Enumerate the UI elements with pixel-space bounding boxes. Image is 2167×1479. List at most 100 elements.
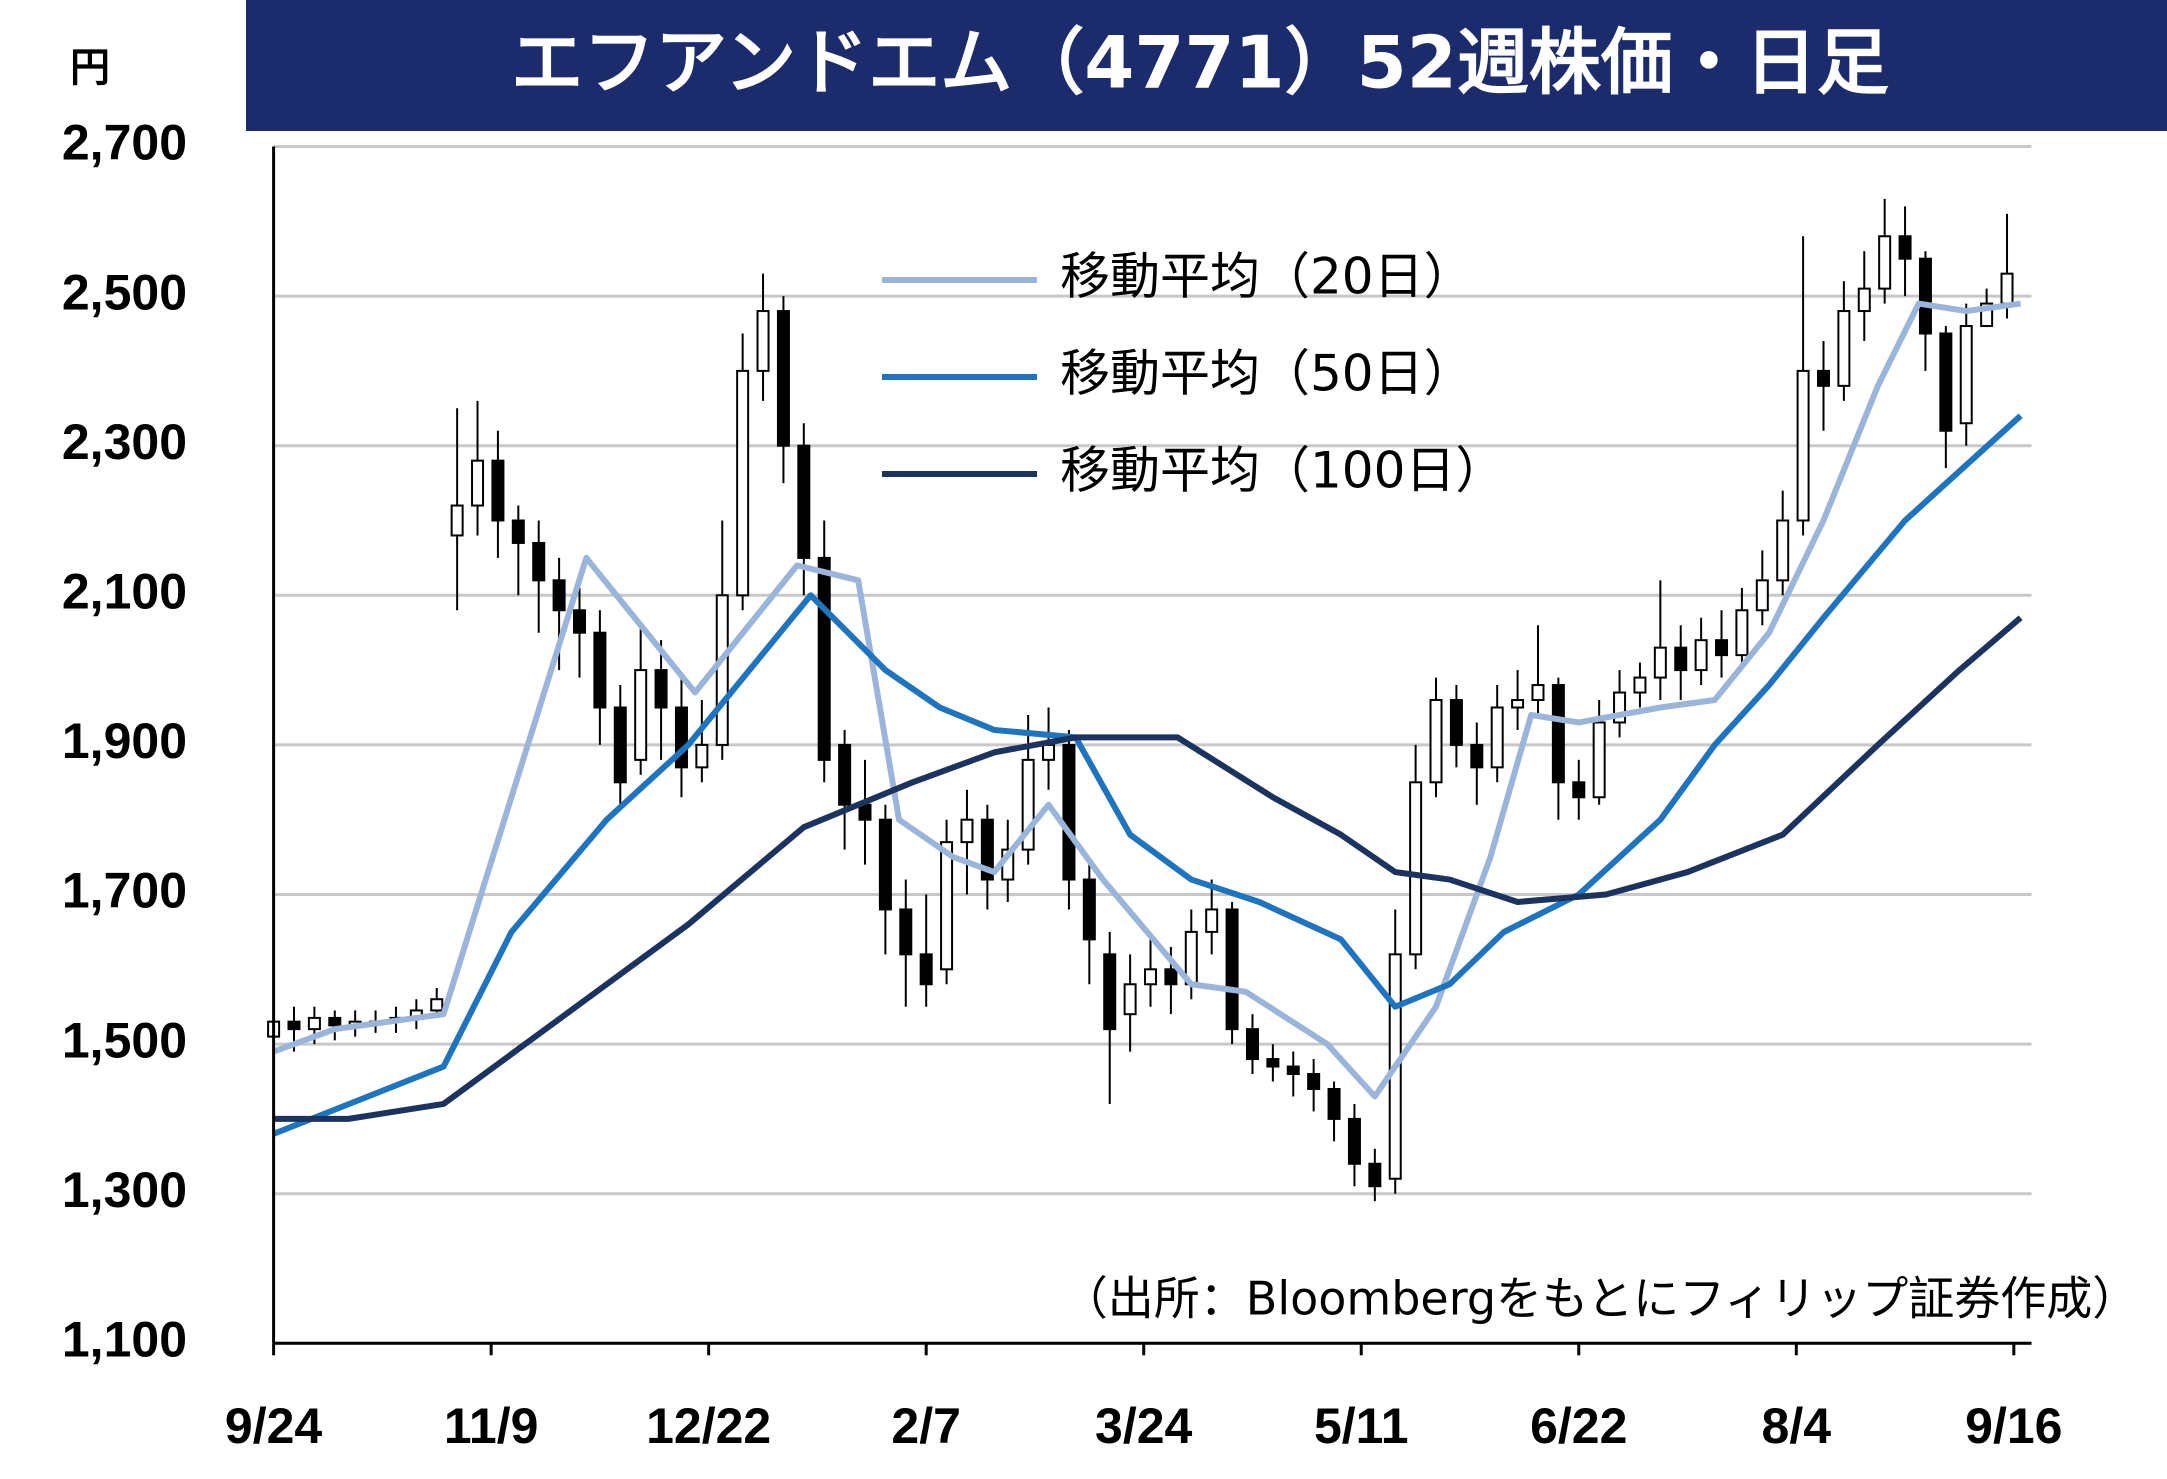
candle-body [1878,235,1892,290]
candle-body [1449,699,1463,746]
x-tick-label: 11/9 [444,1398,539,1454]
candle-body [858,803,872,821]
y-unit: 円 [70,45,110,91]
candle-body [1592,721,1606,799]
candle-body [878,818,892,911]
candle-body [287,1020,301,1031]
candle-body [1021,758,1035,851]
candle-body [552,579,566,612]
candle-body [328,1016,342,1027]
candle-body [1653,646,1667,679]
candle-body [1245,1028,1259,1061]
candle-body [940,841,954,971]
candle-body [1572,781,1586,799]
title-bar [246,0,2167,131]
y-tick-label: 1,700 [62,863,187,919]
candle-body [695,743,709,769]
candle-body [1409,781,1423,956]
candle-body [1715,639,1729,657]
candle-body [797,444,811,559]
candle-body [1511,699,1525,709]
candle-body [450,504,464,537]
y-tick-label: 2,300 [62,414,187,470]
moving-average-line [273,615,2023,1122]
candle-body [1205,908,1219,933]
candle-body [1959,325,1973,425]
candle-body [1613,691,1627,724]
x-tick-label: 12/22 [646,1398,771,1454]
y-tick-label: 2,500 [62,264,187,320]
candle-body [1796,369,1810,522]
candle-body [1898,235,1912,260]
candle-body [1939,332,1953,432]
moving-average-line [272,300,2022,1100]
candle-body [1816,369,1830,387]
candle-body [960,818,974,844]
x-tick-label: 2/7 [891,1398,961,1454]
candle-body [1429,699,1443,784]
candle-body [1225,908,1239,1031]
candle-body [634,669,648,761]
legend-label: 移動平均（20日） [1060,248,1474,306]
candle-body [1490,706,1504,769]
candle-body [715,594,729,746]
candle-body [776,310,790,447]
candle-body [511,519,525,544]
candle-body [471,459,485,507]
candle-body [532,541,546,582]
candle-body [1531,684,1545,702]
candle-body [593,631,607,709]
x-tick-label: 5/11 [1314,1398,1409,1454]
candle-body [613,706,627,784]
legend-label: 移動平均（50日） [1060,345,1474,403]
candle-body [1633,676,1647,694]
y-tick-label: 1,900 [62,713,187,769]
y-tick-label: 1,500 [62,1012,187,1068]
candle-body [1368,1162,1382,1188]
candle-body [1918,257,1932,335]
candle-body [899,908,913,956]
x-tick-label: 8/4 [1762,1398,1832,1454]
candle-body [674,706,688,769]
candle-body [1164,968,1178,986]
candle-body [430,998,444,1012]
candle-body [1470,743,1484,769]
candle-body [491,459,505,522]
candle-body [1123,983,1137,1016]
x-tick-label: 6/22 [1530,1398,1627,1454]
candle-body [2000,272,2014,305]
source-note: （出所：Bloombergをもとにフィリップ証券作成） [1062,1272,2138,1326]
candle-body [1674,646,1688,672]
y-tick-label: 1,100 [62,1312,187,1368]
candle-body [1776,519,1790,582]
x-tick-label: 3/24 [1095,1398,1193,1454]
candle-body [1857,287,1871,313]
candle-body [1144,968,1158,986]
candle-body [1103,953,1117,1031]
candle-body [1042,743,1056,761]
candle-body [1286,1065,1300,1076]
candle-body [1837,310,1851,387]
candle-body [1266,1058,1280,1068]
candle-body [1347,1117,1361,1165]
candle-body [1327,1087,1341,1120]
candle-body [1694,639,1708,672]
moving-average-line [272,413,2023,1137]
legend-label: 移動平均（100日） [1060,442,1505,500]
candle-body [838,743,852,806]
candle-body [1755,579,1769,612]
y-tick-label: 2,700 [62,115,187,171]
candle-body [1980,302,1994,328]
candle-body [919,953,933,986]
candle-body [307,1016,321,1031]
candle-body [654,669,668,709]
chart-title: エフアンドエム（4771）52週株価・日足 [511,21,1889,105]
candle-body [1551,684,1565,784]
candle-body [1062,743,1076,881]
candle-body [817,556,831,761]
y-tick-label: 2,100 [62,564,187,620]
y-tick-label: 1,300 [62,1162,187,1218]
candle-body [1082,878,1096,941]
x-tick-label: 9/16 [1965,1398,2062,1454]
candle-body [1307,1073,1321,1090]
